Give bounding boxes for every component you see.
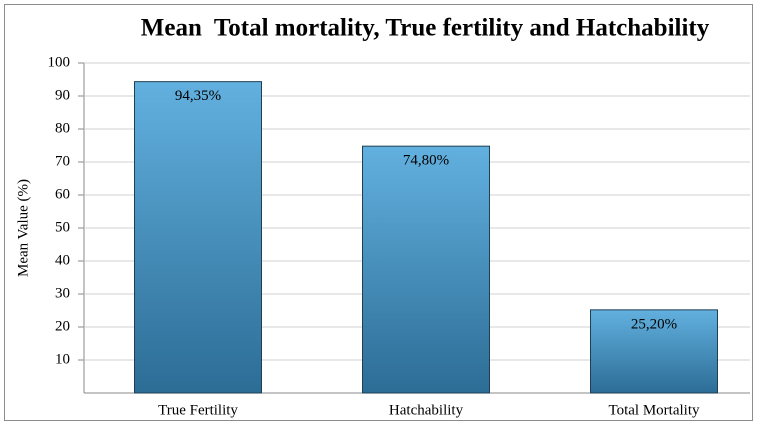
chart-title: Mean Total mortality, True fertility and… xyxy=(141,15,710,42)
y-tick-label: 60 xyxy=(55,186,70,202)
y-tick-label: 90 xyxy=(55,87,70,103)
y-tick-label: 20 xyxy=(55,318,70,334)
x-tick-label: Hatchability xyxy=(389,402,464,418)
bar xyxy=(362,145,490,394)
x-tick-label: True Fertility xyxy=(158,402,238,418)
value-label: 94,35% xyxy=(175,88,221,104)
y-axis-label: Mean Value (%) xyxy=(15,179,31,277)
chart-border xyxy=(4,4,753,421)
y-tick-label: 40 xyxy=(55,252,70,268)
bar xyxy=(134,81,262,394)
y-tick-label: 10 xyxy=(55,351,70,367)
y-tick-label: 50 xyxy=(55,219,70,235)
y-tick-label: 70 xyxy=(55,153,70,169)
y-tick-label: 100 xyxy=(48,54,71,70)
x-tick-label: Total Mortality xyxy=(608,402,700,418)
value-label: 74,80% xyxy=(403,153,449,169)
y-tick-label: 80 xyxy=(55,120,70,136)
y-tick-label: 30 xyxy=(55,285,70,301)
value-label: 25,20% xyxy=(631,316,677,332)
bar xyxy=(590,309,718,394)
